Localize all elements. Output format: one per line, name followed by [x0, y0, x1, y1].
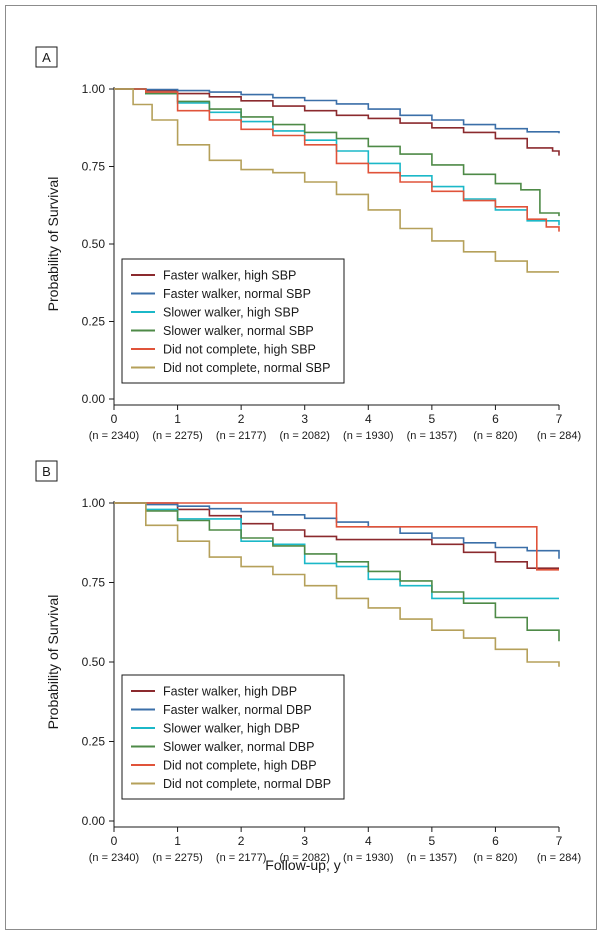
x-tick-label: 5	[429, 412, 436, 426]
n-at-risk-label: (n = 2340)	[89, 852, 139, 864]
y-axis-label: Probability of Survival	[45, 595, 61, 730]
panel-a: A 0.00 0.25 0.50 0.75 1.00 Probability of Surv…	[35, 46, 581, 442]
x-tick-label: 4	[365, 834, 372, 848]
legend-box	[121, 258, 345, 384]
survival-curve-did-not-complete-high-sbp	[114, 88, 560, 232]
legend-label: Faster walker, high DBP	[163, 685, 297, 699]
panel-label-box	[35, 46, 58, 68]
legend-label: Faster walker, high SBP	[163, 269, 296, 283]
common-x-axis-label: Follow-up, y	[265, 857, 340, 873]
kaplan-meier-figure: A 0.00 0.25 0.50 0.75 1.00 Probability of Surv…	[35, 46, 581, 873]
x-tick-label: 6	[492, 834, 499, 848]
n-at-risk-label: (n = 284)	[537, 852, 581, 864]
n-at-risk-label: (n = 2340)	[89, 430, 139, 442]
x-tick-label: 2	[238, 412, 245, 426]
y-tick-label: 0.50	[82, 237, 106, 251]
x-tick-label: 5	[429, 834, 436, 848]
legend-label: Did not complete, normal SBP	[163, 361, 330, 375]
survival-curve-did-not-complete-normal-dbp	[114, 502, 560, 667]
survival-curve-slower-walker-normal-dbp	[114, 502, 560, 642]
legend-label: Did not complete, normal DBP	[163, 777, 331, 791]
survival-curve-did-not-complete-normal-sbp	[114, 88, 559, 273]
legend-label: Did not complete, high SBP	[163, 343, 316, 357]
n-at-risk-label: (n = 2275)	[152, 430, 202, 442]
legend-label: Slower walker, normal SBP	[163, 324, 314, 338]
survival-curve-slower-walker-normal-sbp	[114, 88, 560, 217]
x-tick-label: 6	[492, 412, 499, 426]
n-at-risk-label: (n = 1357)	[407, 430, 457, 442]
x-tick-label: 1	[174, 412, 181, 426]
survival-curve-faster-walker-high-sbp	[114, 88, 560, 156]
x-tick-label: 1	[174, 834, 181, 848]
panel-b: B 0.00 0.25 0.50 0.75 1.00 Probability of Surv…	[35, 460, 581, 864]
n-at-risk-label: (n = 820)	[473, 430, 517, 442]
x-tick-label: 7	[556, 412, 563, 426]
n-at-risk-label: (n = 284)	[537, 430, 581, 442]
y-tick-label: 0.50	[82, 655, 106, 669]
x-tick-label: 0	[111, 412, 118, 426]
figure-frame: A 0.00 0.25 0.50 0.75 1.00 Probability of Surv…	[5, 5, 597, 930]
n-at-risk-label: (n = 1930)	[343, 430, 393, 442]
y-tick-label: 1.00	[82, 82, 106, 96]
panel-label: B	[42, 464, 51, 479]
n-at-risk-label: (n = 2275)	[152, 852, 202, 864]
survival-curve-faster-walker-normal-sbp	[114, 88, 560, 134]
panel-label: A	[42, 50, 51, 65]
y-tick-label: 0.25	[82, 735, 106, 749]
legend-label: Slower walker, high SBP	[163, 306, 299, 320]
x-tick-label: 3	[301, 412, 308, 426]
legend-label: Did not complete, high DBP	[163, 759, 317, 773]
legend-label: Faster walker, normal SBP	[163, 287, 311, 301]
y-axis-label: Probability of Survival	[45, 177, 61, 312]
n-at-risk-label: (n = 2082)	[279, 430, 329, 442]
legend-label: Faster walker, normal DBP	[163, 703, 312, 717]
x-tick-label: 4	[365, 412, 372, 426]
n-at-risk-label: (n = 2177)	[216, 852, 266, 864]
y-tick-label: 0.00	[82, 814, 106, 828]
x-tick-label: 3	[301, 834, 308, 848]
legend-label: Slower walker, normal DBP	[163, 740, 314, 754]
n-at-risk-label: (n = 1930)	[343, 852, 393, 864]
survival-curve-did-not-complete-high-dbp	[114, 502, 559, 571]
x-tick-label: 7	[556, 834, 563, 848]
legend-label: Slower walker, high DBP	[163, 722, 300, 736]
n-at-risk-label: (n = 1357)	[407, 852, 457, 864]
y-tick-label: 0.00	[82, 392, 106, 406]
panel-label-box	[35, 460, 58, 482]
y-tick-label: 0.75	[82, 160, 106, 174]
x-tick-label: 0	[111, 834, 118, 848]
survival-curve-faster-walker-high-dbp	[114, 502, 559, 569]
legend-box	[121, 674, 345, 800]
n-at-risk-label: (n = 2082)	[279, 852, 329, 864]
y-tick-label: 1.00	[82, 496, 106, 510]
n-at-risk-label: (n = 2177)	[216, 430, 266, 442]
y-tick-label: 0.75	[82, 576, 106, 590]
x-tick-label: 2	[238, 834, 245, 848]
y-tick-label: 0.25	[82, 315, 106, 329]
n-at-risk-label: (n = 820)	[473, 852, 517, 864]
